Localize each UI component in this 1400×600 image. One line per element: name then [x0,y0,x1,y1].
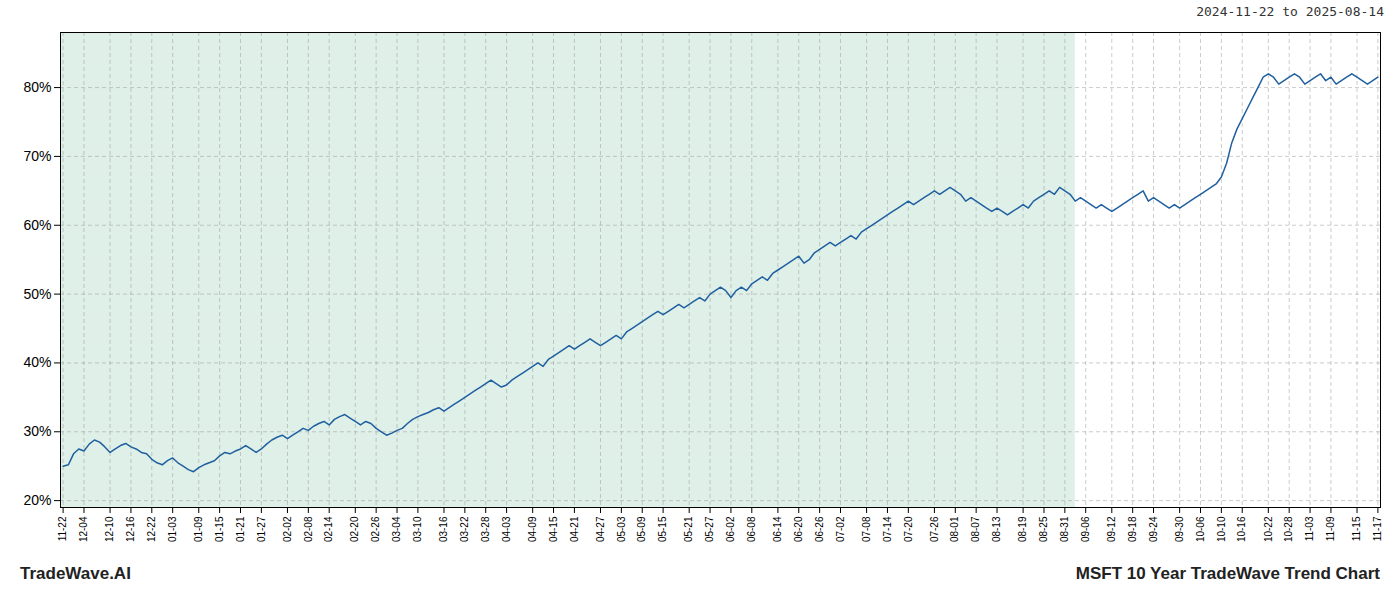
svg-text:01-27: 01-27 [256,516,267,542]
svg-text:05-15: 05-15 [657,516,668,542]
svg-text:05-27: 05-27 [704,516,715,542]
svg-text:02-08: 02-08 [303,516,314,542]
svg-text:02-20: 02-20 [349,516,360,542]
svg-text:70%: 70% [23,148,51,164]
svg-text:05-09: 05-09 [636,516,647,542]
svg-text:08-01: 08-01 [949,516,960,542]
svg-text:12-16: 12-16 [125,516,136,542]
svg-text:07-14: 07-14 [882,516,893,542]
svg-text:07-02: 07-02 [835,516,846,542]
svg-text:11-22: 11-22 [57,516,68,541]
svg-text:30%: 30% [23,423,51,439]
svg-text:11-09: 11-09 [1325,516,1336,541]
html-text:2024-11-22 to 2025-08-14: 2024-11-22 to 2025-08-14 [1196,4,1384,19]
svg-text:12-10: 12-10 [104,516,115,542]
svg-text:01-21: 01-21 [235,516,246,542]
svg-text:20%: 20% [23,492,51,508]
svg-text:09-18: 09-18 [1127,516,1138,542]
svg-text:07-26: 07-26 [929,516,940,542]
svg-text:04-09: 04-09 [527,516,538,542]
html-text:TradeWave.AI: TradeWave.AI [20,564,131,583]
svg-text:03-10: 03-10 [412,516,423,542]
svg-text:06-14: 06-14 [772,516,783,542]
svg-text:50%: 50% [23,286,51,302]
svg-text:04-27: 04-27 [595,516,606,542]
svg-text:10-28: 10-28 [1283,516,1294,542]
svg-text:06-08: 06-08 [746,516,757,542]
svg-text:08-25: 08-25 [1038,516,1049,542]
svg-text:08-19: 08-19 [1017,516,1028,542]
svg-text:10-16: 10-16 [1236,516,1247,542]
svg-text:60%: 60% [23,217,51,233]
svg-text:06-26: 06-26 [814,516,825,542]
svg-text:09-30: 09-30 [1174,516,1185,542]
svg-text:06-20: 06-20 [793,516,804,542]
svg-text:10-06: 10-06 [1195,516,1206,542]
svg-text:01-09: 01-09 [193,516,204,542]
svg-text:10-22: 10-22 [1263,516,1274,542]
html-text:MSFT 10 Year TradeWave Trend C: MSFT 10 Year TradeWave Trend Chart [1075,564,1380,583]
svg-text:03-28: 03-28 [480,516,491,542]
svg-text:09-06: 09-06 [1080,516,1091,542]
svg-text:02-26: 02-26 [370,516,381,542]
svg-text:05-21: 05-21 [683,516,694,542]
svg-text:12-22: 12-22 [146,516,157,542]
svg-text:08-07: 08-07 [970,516,981,542]
svg-text:80%: 80% [23,79,51,95]
svg-text:07-08: 07-08 [861,516,872,542]
svg-text:02-02: 02-02 [282,516,293,542]
svg-text:10-10: 10-10 [1216,516,1227,542]
svg-text:12-04: 12-04 [78,516,89,542]
svg-text:01-15: 01-15 [214,516,225,542]
svg-text:11-15: 11-15 [1351,516,1362,541]
svg-text:05-03: 05-03 [616,516,627,542]
svg-text:03-22: 03-22 [459,516,470,542]
svg-text:09-12: 09-12 [1106,516,1117,542]
svg-text:01-03: 01-03 [167,516,178,542]
svg-text:07-20: 07-20 [903,516,914,542]
svg-text:06-02: 06-02 [725,516,736,542]
svg-text:08-13: 08-13 [991,516,1002,542]
svg-text:04-15: 04-15 [548,516,559,542]
svg-text:04-21: 04-21 [569,516,580,542]
svg-text:04-03: 04-03 [501,516,512,542]
svg-text:11-03: 11-03 [1304,516,1315,541]
svg-text:40%: 40% [23,354,51,370]
svg-text:02-14: 02-14 [323,516,334,542]
svg-text:11-17: 11-17 [1372,516,1383,541]
svg-text:08-31: 08-31 [1059,516,1070,542]
svg-text:09-24: 09-24 [1148,516,1159,542]
svg-text:03-16: 03-16 [438,516,449,542]
svg-text:03-04: 03-04 [391,516,402,542]
